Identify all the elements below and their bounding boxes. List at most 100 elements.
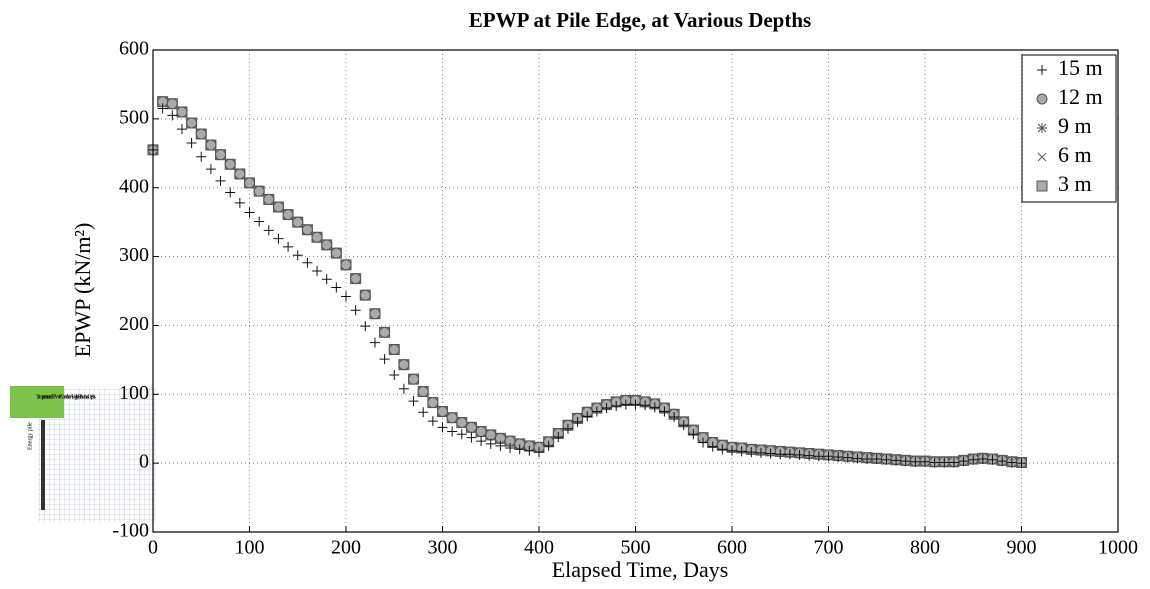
series xyxy=(148,103,1027,469)
marker xyxy=(534,447,544,458)
y-tick-label: 500 xyxy=(119,106,149,128)
x-tick-label: 400 xyxy=(524,537,554,559)
marker xyxy=(813,451,824,462)
marker xyxy=(272,201,284,213)
marker xyxy=(340,259,352,271)
marker xyxy=(331,282,342,293)
marker xyxy=(891,455,902,466)
marker xyxy=(755,447,766,458)
marker xyxy=(833,451,844,462)
marker xyxy=(273,233,284,244)
marker xyxy=(437,422,448,433)
legend-label: 15 m xyxy=(1058,55,1103,80)
marker xyxy=(485,438,496,449)
y-tick-label: 300 xyxy=(119,244,149,266)
marker xyxy=(495,440,506,451)
marker xyxy=(1037,123,1047,133)
marker xyxy=(321,274,332,285)
marker xyxy=(379,354,390,365)
marker xyxy=(195,128,207,140)
marker xyxy=(389,370,400,381)
marker xyxy=(234,197,245,208)
marker xyxy=(253,185,265,197)
marker xyxy=(456,429,467,440)
marker xyxy=(601,403,612,414)
marker xyxy=(427,397,439,409)
marker xyxy=(920,456,930,467)
marks xyxy=(147,96,1027,469)
marker xyxy=(225,187,236,198)
marker xyxy=(572,416,583,427)
marker xyxy=(350,305,361,316)
x-tick-label: 100 xyxy=(235,537,265,559)
marker xyxy=(398,359,410,371)
marker xyxy=(1016,458,1027,469)
inset-caption: Temperature and EPWP Conditions Along th… xyxy=(36,394,97,400)
marker xyxy=(649,402,660,413)
legend-label: 6 m xyxy=(1058,142,1092,167)
marker xyxy=(157,103,168,114)
marker xyxy=(939,457,950,468)
marker xyxy=(176,106,188,118)
marker xyxy=(900,456,911,467)
x-tick-label: 500 xyxy=(621,537,651,559)
marker xyxy=(292,250,303,261)
legend-label: 3 m xyxy=(1058,171,1092,196)
marker xyxy=(823,451,834,462)
marker xyxy=(341,291,351,302)
marker xyxy=(398,383,409,394)
marker xyxy=(997,456,1008,467)
legend-label: 12 m xyxy=(1058,84,1103,109)
marker xyxy=(987,454,998,465)
marker xyxy=(360,321,371,332)
marker xyxy=(312,266,323,277)
marker xyxy=(630,399,641,410)
plot-frame xyxy=(152,49,1119,533)
marker xyxy=(582,411,593,422)
legend: 15 m 12 m 9 m 6 m 3 m xyxy=(1021,54,1117,203)
legend-label: 9 m xyxy=(1058,113,1092,138)
marker xyxy=(350,273,362,285)
marker xyxy=(698,437,709,448)
marker xyxy=(427,416,438,427)
marker xyxy=(196,151,207,162)
marker xyxy=(948,457,959,468)
marker xyxy=(408,373,420,385)
marker xyxy=(311,231,323,243)
marker xyxy=(447,426,458,437)
marker xyxy=(321,239,333,251)
marker xyxy=(688,429,699,440)
marker xyxy=(466,432,477,443)
marker xyxy=(167,110,178,121)
marker xyxy=(186,137,197,148)
marker xyxy=(910,456,921,467)
marker xyxy=(640,400,651,411)
x-tick-label: 200 xyxy=(331,537,361,559)
y-tick-label: 0 xyxy=(139,451,149,473)
marker xyxy=(224,158,236,170)
marker xyxy=(330,247,342,259)
marker xyxy=(678,420,689,431)
marker xyxy=(254,216,265,227)
marker xyxy=(301,224,313,236)
marker xyxy=(476,436,487,447)
x-tick-label: 1000 xyxy=(1098,537,1138,559)
x-tick-label: 900 xyxy=(1007,537,1037,559)
marker xyxy=(804,450,815,461)
marker xyxy=(620,399,631,410)
marker xyxy=(784,449,795,460)
y-tick-label: 400 xyxy=(119,175,149,197)
marker xyxy=(205,164,216,175)
x-tick-label: 300 xyxy=(428,537,458,559)
y-tick-label: 100 xyxy=(119,382,149,404)
marker xyxy=(736,446,747,457)
marker xyxy=(418,407,429,418)
marker xyxy=(765,448,776,459)
marker xyxy=(794,449,805,460)
marker xyxy=(465,421,477,433)
marker xyxy=(244,177,255,189)
x-tick-label: 600 xyxy=(717,537,747,559)
marker xyxy=(929,457,940,468)
